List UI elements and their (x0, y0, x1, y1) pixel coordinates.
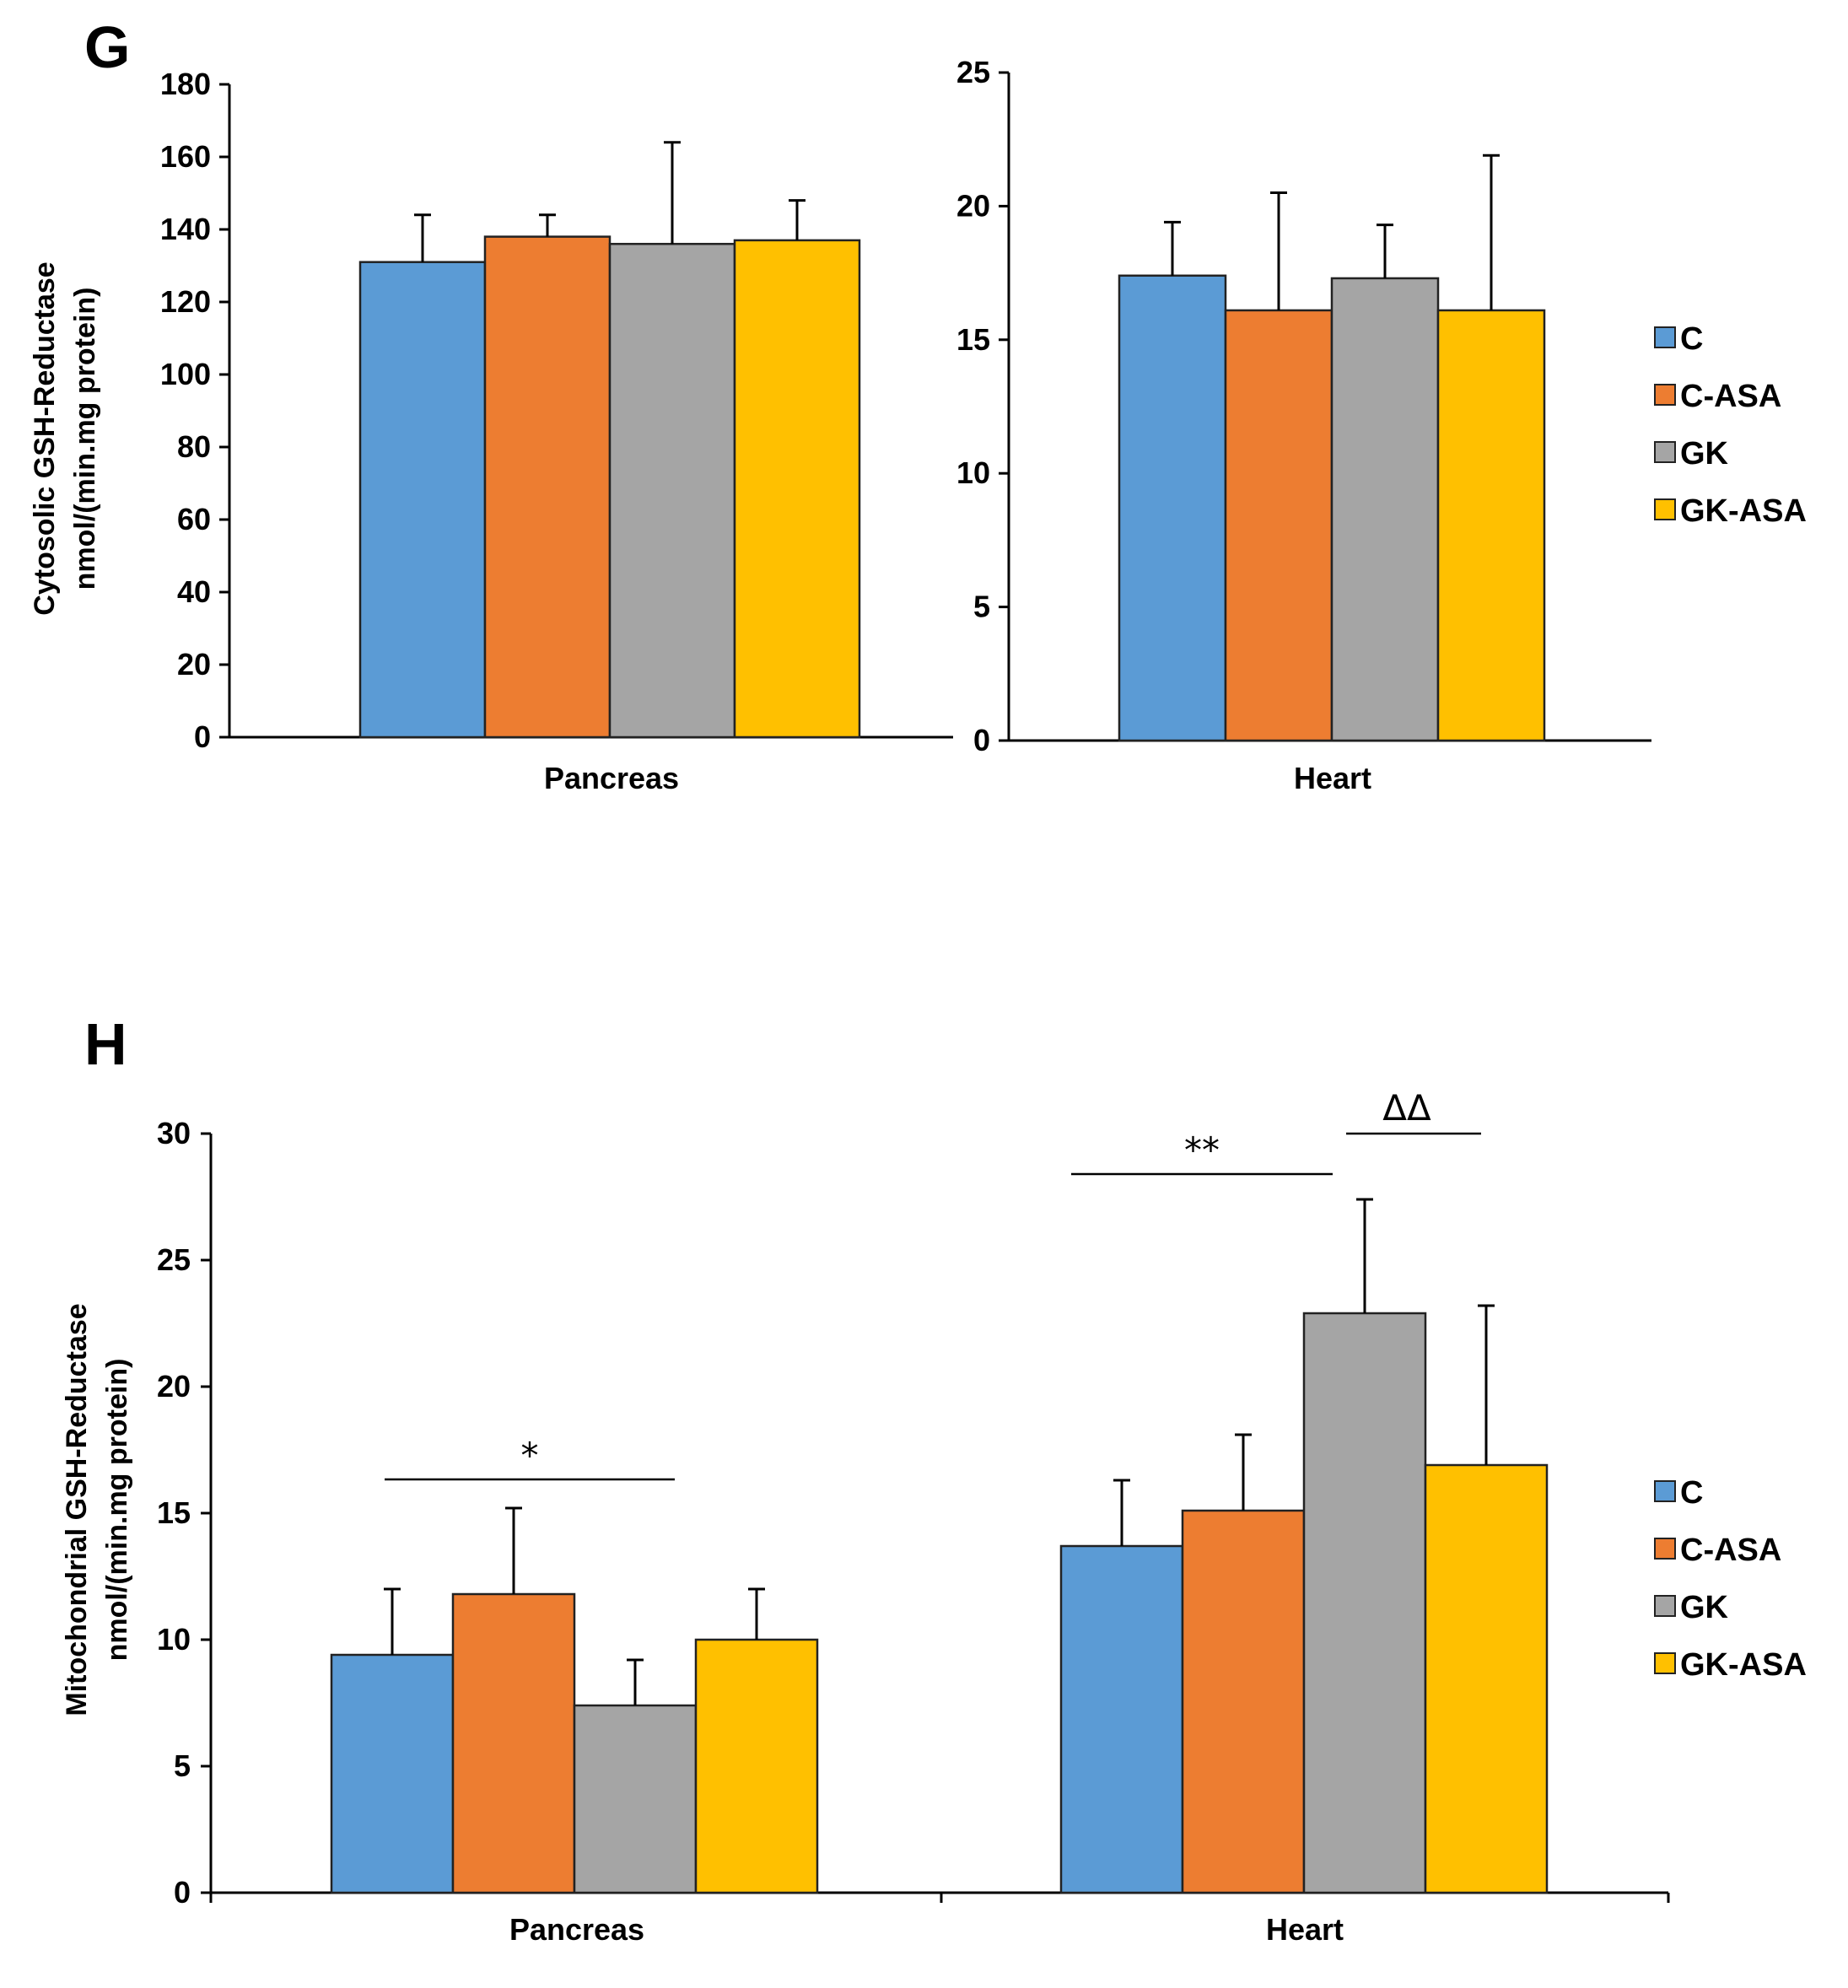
g-pancreas-y-tick-label: 160 (160, 139, 211, 174)
h-legend-swatch-3 (1654, 1652, 1676, 1674)
g-pancreas-y-tick-label: 80 (177, 429, 211, 464)
g-heart-bar-c (1118, 274, 1227, 742)
h-pancreas-bar-gk (573, 1704, 698, 1894)
h-heart-bar-c (1059, 1544, 1184, 1894)
g-heart-bar-gk (1330, 277, 1440, 742)
g-legend-label-1: C-ASA (1680, 379, 1781, 414)
g-heart-y-tick-label: 10 (956, 455, 990, 490)
g-pancreas-y-tick-label: 180 (160, 67, 211, 101)
g-heart-bar-c-asa (1224, 309, 1333, 742)
h-y-tick-label: 30 (157, 1116, 191, 1150)
h-legend-swatch-1 (1654, 1538, 1676, 1560)
g-legend-swatch-1 (1654, 384, 1676, 406)
h-y-axis-label-line2: nmol/(min.mg protein) (101, 1359, 133, 1662)
h-significance-marker-0: * (521, 1435, 539, 1476)
g-pancreas-y-tick-label: 100 (160, 357, 211, 391)
h-legend-label-1: C-ASA (1680, 1533, 1781, 1568)
h-y-tick-label: 15 (157, 1495, 191, 1530)
g-pancreas-y-tick-label: 120 (160, 284, 211, 319)
panel-h-chart: H Mitochondrial GSH-Reductase nmol/(min.mg… (61, 1011, 1807, 1947)
g-pancreas-bar-gk (608, 242, 736, 739)
h-y-tick-label: 5 (174, 1748, 191, 1783)
g-heart-category-label: Heart (1294, 761, 1371, 795)
g-pancreas-bar-c (358, 261, 487, 739)
h-legend-swatch-2 (1654, 1595, 1676, 1617)
g-pancreas-y-tick-label: 140 (160, 212, 211, 246)
g-pancreas-y-tick-label: 60 (177, 502, 211, 536)
g-heart-y-tick-label: 25 (956, 55, 990, 89)
h-legend-label-3: GK-ASA (1680, 1647, 1807, 1683)
g-pancreas-bar-gk-asa (733, 239, 861, 739)
g-y-axis-label-line2: nmol/(min.mg protein) (69, 288, 101, 590)
h-pancreas-bar-c-asa (451, 1592, 576, 1894)
h-y-tick-label: 25 (157, 1242, 191, 1277)
g-pancreas-y-tick-label: 40 (177, 574, 211, 609)
panel-g-chart: G Cytosolic GSH-Reductase nmol/(min.mg pro… (29, 14, 1807, 795)
g-heart-bar-gk-asa (1436, 309, 1546, 742)
g-legend-label-2: GK (1680, 436, 1729, 471)
g-legend-swatch-0 (1654, 326, 1676, 348)
g-heart-y-tick-label: 15 (956, 322, 990, 357)
g-pancreas-bar-c-asa (483, 235, 612, 739)
panel-label-g: G (84, 14, 130, 80)
g-legend-swatch-3 (1654, 498, 1676, 520)
h-legend-label-0: C (1680, 1475, 1703, 1511)
g-heart-y-tick-label: 20 (956, 188, 990, 223)
h-legend-swatch-0 (1654, 1480, 1676, 1502)
g-legend-swatch-2 (1654, 441, 1676, 463)
h-y-tick-label: 0 (174, 1875, 191, 1910)
h-y-axis-label-line1: Mitochondrial GSH-Reductase (61, 1303, 93, 1716)
h-heart-bar-gk (1302, 1312, 1427, 1894)
h-significance-marker-1: ** (1184, 1129, 1220, 1171)
g-legend-label-3: GK-ASA (1680, 493, 1807, 529)
g-pancreas-category-label: Pancreas (544, 761, 679, 795)
g-heart-y-tick-label: 0 (973, 723, 990, 757)
h-heart-bar-c-asa (1181, 1509, 1306, 1894)
h-pancreas-bar-gk-asa (694, 1638, 819, 1894)
h-heart-bar-gk-asa (1424, 1463, 1549, 1894)
g-pancreas-y-tick-label: 0 (194, 719, 211, 754)
h-category-label-pancreas: Pancreas (509, 1912, 644, 1947)
h-category-label-heart: Heart (1266, 1912, 1344, 1947)
h-significance-marker-2: ΔΔ (1382, 1087, 1431, 1129)
panel-label-h: H (84, 1011, 127, 1077)
h-y-tick-label: 20 (157, 1369, 191, 1403)
h-pancreas-bar-c (330, 1653, 455, 1894)
h-y-tick-label: 10 (157, 1622, 191, 1657)
g-legend-label-0: C (1680, 321, 1703, 357)
g-pancreas-y-tick-label: 20 (177, 647, 211, 682)
g-heart-y-tick-label: 5 (973, 590, 990, 624)
h-legend-label-2: GK (1680, 1590, 1729, 1625)
g-y-axis-label-line1: Cytosolic GSH-Reductase (29, 261, 61, 615)
